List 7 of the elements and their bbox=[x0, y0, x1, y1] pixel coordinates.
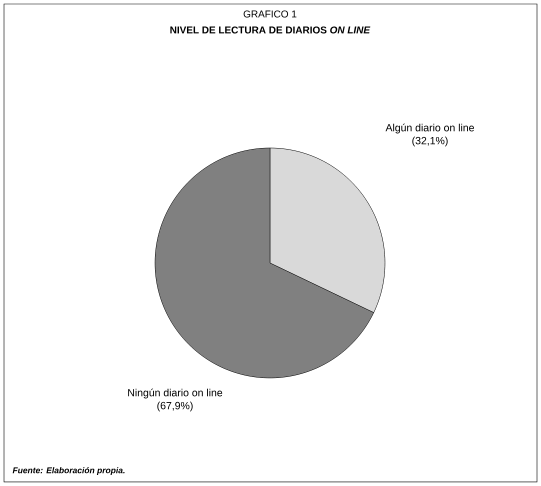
slice-label: Ningún diario on line bbox=[128, 388, 222, 398]
slice-label: Algún diario on line bbox=[386, 124, 474, 134]
source-note: Fuente: Elaboración propia. bbox=[12, 466, 125, 475]
chart-title: GRAFICO 1 bbox=[244, 10, 296, 18]
data-label: (67,9%) bbox=[157, 402, 193, 412]
data-label: (32,1%) bbox=[412, 136, 448, 146]
chart-subtitle: NIVEL DE LECTURA DE DIARIOS ON LINE bbox=[170, 26, 370, 34]
